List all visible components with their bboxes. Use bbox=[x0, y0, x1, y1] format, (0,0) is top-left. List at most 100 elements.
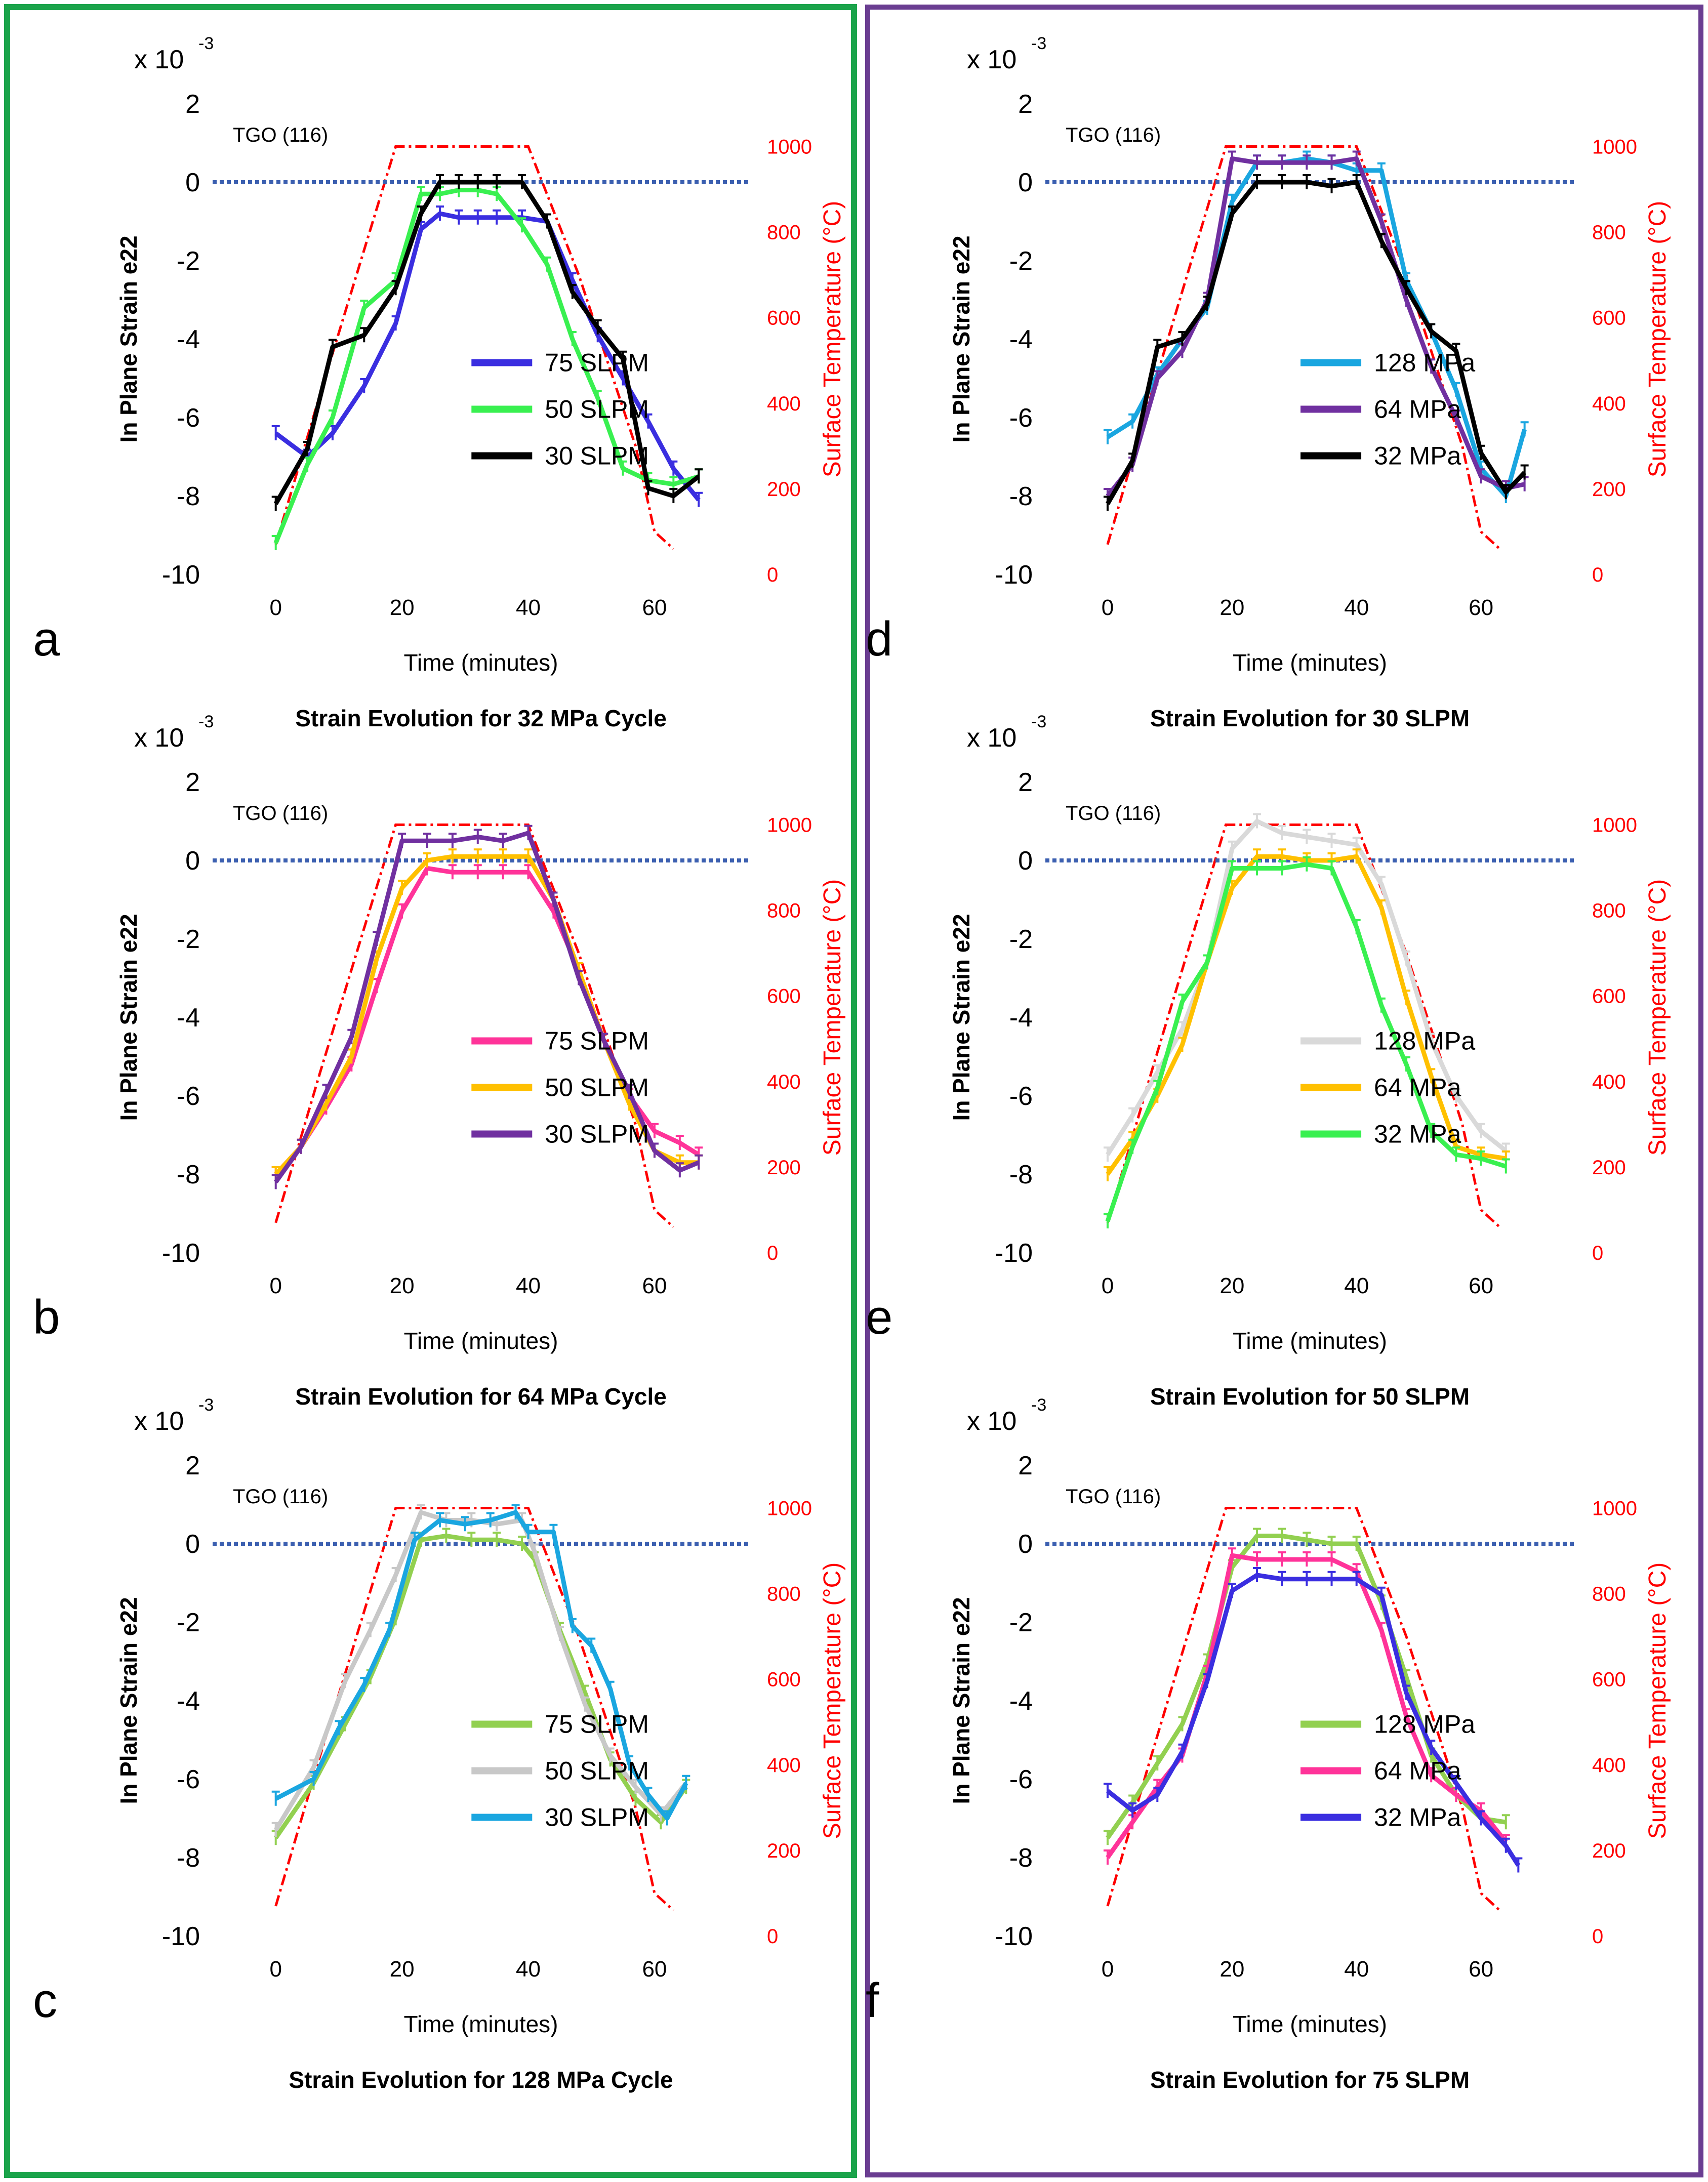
multiplier-exponent: -3 bbox=[198, 712, 214, 731]
y-tick-label: -8 bbox=[1009, 1160, 1033, 1189]
x-tick-label: 60 bbox=[1469, 1273, 1493, 1298]
y-tick-label: -10 bbox=[995, 560, 1033, 590]
x-axis-title: Time (minutes) bbox=[404, 2011, 558, 2037]
y2-tick-label: 200 bbox=[767, 1157, 801, 1179]
reference-label: TGO (116) bbox=[1066, 124, 1161, 146]
y-tick-label: -2 bbox=[177, 1608, 200, 1637]
y2-tick-label: 800 bbox=[767, 222, 801, 244]
x-tick-label: 20 bbox=[1219, 1273, 1244, 1298]
chart-title: Strain Evolution for 32 MPa Cycle bbox=[295, 705, 667, 731]
x-tick-label: 60 bbox=[642, 595, 667, 620]
series-128-mpa bbox=[1103, 150, 1529, 503]
multiplier-label: x 10 bbox=[134, 723, 184, 753]
series-64-mpa bbox=[1103, 150, 1529, 503]
x-tick-label: 0 bbox=[269, 1273, 281, 1298]
x-tick-label: 20 bbox=[390, 1273, 415, 1298]
multiplier-exponent: -3 bbox=[198, 34, 214, 53]
x-tick-label: 40 bbox=[516, 1273, 541, 1298]
temperature-profile-line bbox=[274, 824, 675, 1228]
y-tick-label: -10 bbox=[162, 1239, 200, 1268]
panel-letter: f bbox=[866, 1973, 879, 2028]
y2-tick-label: 800 bbox=[767, 1583, 801, 1605]
x-tick-label: 0 bbox=[1102, 1273, 1114, 1298]
multiplier-label: x 10 bbox=[967, 45, 1016, 74]
temperature-profile-line bbox=[1106, 145, 1501, 550]
y2-tick-label: 400 bbox=[1592, 1754, 1626, 1777]
panel-letter: b bbox=[33, 1290, 60, 1344]
legend-label: 75 SLPM bbox=[545, 1027, 649, 1055]
y-tick-label: 2 bbox=[1018, 768, 1033, 797]
y-tick-label: -8 bbox=[177, 1843, 200, 1873]
series-line bbox=[1106, 180, 1526, 505]
reference-label: TGO (116) bbox=[233, 124, 328, 146]
x-axis-title: Time (minutes) bbox=[1233, 1328, 1387, 1354]
series-line bbox=[273, 180, 700, 505]
y-tick-label: -10 bbox=[995, 1922, 1033, 1951]
y-tick-label: -10 bbox=[995, 1239, 1033, 1268]
y2-tick-label: 400 bbox=[767, 1754, 801, 1777]
y-tick-label: -2 bbox=[177, 925, 200, 954]
y2-tick-label: 1000 bbox=[767, 136, 812, 158]
multiplier-label: x 10 bbox=[134, 1407, 184, 1436]
series-30-slpm bbox=[271, 1504, 690, 1826]
y2-tick-label: 600 bbox=[1592, 1669, 1626, 1691]
y-tick-label: 0 bbox=[185, 846, 200, 876]
y-tick-label: 2 bbox=[1018, 1451, 1033, 1480]
x-tick-label: 60 bbox=[1469, 595, 1493, 620]
y-tick-label: -6 bbox=[177, 403, 200, 433]
x-axis-title: Time (minutes) bbox=[404, 1328, 558, 1354]
y2-tick-label: 200 bbox=[1592, 478, 1626, 501]
y-tick-label: 0 bbox=[1018, 846, 1033, 876]
panel-letter: a bbox=[33, 612, 60, 666]
y2-tick-label: 600 bbox=[767, 307, 801, 330]
left-group-frame bbox=[4, 4, 857, 2178]
legend-label: 128 MPa bbox=[1374, 1027, 1475, 1055]
legend-label: 30 SLPM bbox=[545, 1803, 649, 1832]
legend-label: 64 MPa bbox=[1374, 395, 1461, 424]
chart-title: Strain Evolution for 128 MPa Cycle bbox=[289, 2067, 673, 2093]
chart-title: Strain Evolution for 30 SLPM bbox=[1150, 705, 1470, 731]
legend-label: 75 SLPM bbox=[545, 349, 649, 377]
panel-letter: d bbox=[866, 612, 892, 666]
series-30-slpm bbox=[271, 174, 703, 511]
y2-tick-label: 0 bbox=[767, 1925, 778, 1948]
y2-tick-label: 0 bbox=[767, 564, 778, 586]
y-axis-title: In Plane Strain e22 bbox=[115, 235, 142, 442]
y-tick-label: -6 bbox=[1009, 403, 1033, 433]
y2-tick-label: 1000 bbox=[1592, 136, 1637, 158]
multiplier-exponent: -3 bbox=[1031, 712, 1046, 731]
y2-tick-label: 600 bbox=[1592, 307, 1626, 330]
x-tick-label: 0 bbox=[269, 1957, 281, 1982]
series-32-mpa bbox=[1103, 856, 1510, 1228]
x-tick-label: 20 bbox=[1219, 1957, 1244, 1982]
y-tick-label: -2 bbox=[1009, 925, 1033, 954]
right-group-frame bbox=[865, 5, 1703, 2177]
x-tick-label: 60 bbox=[642, 1957, 667, 1982]
y2-tick-label: 1000 bbox=[767, 814, 812, 837]
legend-label: 30 SLPM bbox=[545, 442, 649, 470]
y-tick-label: -2 bbox=[1009, 1608, 1033, 1637]
multiplier-label: x 10 bbox=[134, 45, 184, 74]
y2-tick-label: 400 bbox=[767, 1071, 801, 1093]
y-tick-label: 0 bbox=[1018, 168, 1033, 197]
x-tick-label: 40 bbox=[516, 595, 541, 620]
y2-tick-label: 200 bbox=[1592, 1840, 1626, 1862]
y-tick-label: -10 bbox=[162, 1922, 200, 1951]
y-tick-label: 2 bbox=[185, 90, 200, 119]
multiplier-exponent: -3 bbox=[198, 1395, 214, 1415]
x-tick-label: 20 bbox=[1219, 595, 1244, 620]
y-tick-label: 0 bbox=[185, 168, 200, 197]
series-75-slpm bbox=[271, 1528, 690, 1845]
legend-label: 64 MPa bbox=[1374, 1074, 1461, 1102]
y-tick-label: -6 bbox=[177, 1082, 200, 1111]
y-axis-title: In Plane Strain e22 bbox=[115, 1597, 142, 1804]
y-tick-label: -6 bbox=[1009, 1082, 1033, 1111]
chart-title: Strain Evolution for 50 SLPM bbox=[1150, 1383, 1470, 1410]
y2-tick-label: 1000 bbox=[767, 1498, 812, 1520]
legend-label: 128 MPa bbox=[1374, 1710, 1475, 1739]
y-tick-label: -4 bbox=[177, 1686, 200, 1716]
x-tick-label: 20 bbox=[390, 1957, 415, 1982]
